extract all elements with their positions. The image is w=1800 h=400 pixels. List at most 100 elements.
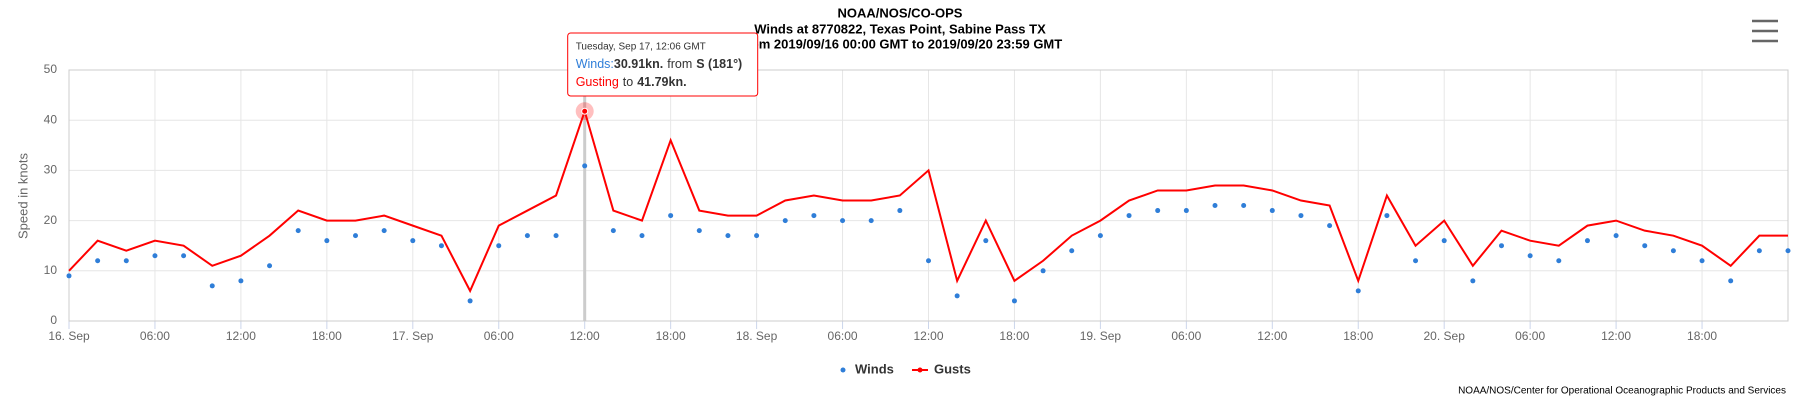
x-tick-label: 12:00 (226, 329, 256, 343)
wind-point (267, 263, 273, 269)
wind-point (1355, 288, 1361, 294)
wind-point (1269, 208, 1275, 214)
wind-point (1728, 278, 1734, 284)
wind-point (152, 253, 158, 259)
legend-label: Winds (855, 361, 894, 376)
wind-point (840, 218, 846, 224)
wind-point (353, 233, 358, 239)
x-tick-label: 18:00 (1343, 329, 1373, 343)
wind-point (725, 233, 731, 239)
x-tick-label: 12:00 (570, 329, 600, 343)
wind-point (553, 233, 559, 239)
y-axis-label: Speed in knots (15, 153, 30, 240)
wind-point (381, 228, 387, 234)
wind-point (438, 243, 444, 249)
x-tick-label: 12:00 (1257, 329, 1287, 343)
tooltip-part: Gusting (576, 75, 619, 89)
x-tick-label: 18. Sep (736, 329, 778, 343)
wind-point (467, 298, 473, 304)
x-tick-label: 12:00 (1601, 329, 1631, 343)
wind-point (95, 258, 101, 264)
wind-point (1413, 258, 1419, 264)
wind-point (1470, 278, 1476, 284)
x-tick-label: 06:00 (1171, 329, 1201, 343)
wind-point (496, 243, 502, 249)
tooltip-gust: Gusting to 41.79kn. (576, 75, 687, 89)
hover-point (581, 107, 589, 115)
wind-point (181, 253, 187, 259)
menu-button[interactable] (1748, 18, 1782, 46)
chart-subtitle: Winds at 8770822, Texas Point, Sabine Pa… (754, 21, 1046, 36)
x-tick-label: 19. Sep (1080, 329, 1122, 343)
wind-point (1241, 203, 1247, 209)
legend-symbol (917, 367, 923, 373)
tooltip-winds: Winds:30.91kn. from S (181°) (576, 57, 743, 71)
wind-point (782, 218, 788, 224)
wind-point (668, 213, 674, 219)
wind-point (983, 238, 989, 244)
wind-point (1756, 248, 1762, 254)
wind-point (1126, 213, 1132, 219)
wind-point (1441, 238, 1447, 244)
gust-line (68, 107, 1788, 294)
credit: NOAA/NOS/Center for Operational Oceanogr… (1458, 386, 1786, 397)
wind-point (1670, 248, 1676, 254)
wind-point (954, 293, 960, 299)
legend-symbol (840, 367, 846, 373)
wind-point (1183, 208, 1189, 214)
x-tick-label: 06:00 (1515, 329, 1545, 343)
wind-point (66, 273, 72, 279)
wind-point (1384, 213, 1390, 219)
wind-point (754, 233, 760, 239)
wind-point (1155, 208, 1161, 214)
chart-subtitle: From 2019/09/16 00:00 GMT to 2019/09/20 … (738, 36, 1063, 51)
wind-point (295, 228, 301, 234)
wind-point (639, 233, 645, 239)
wind-point (1040, 268, 1046, 274)
wind-point (1613, 233, 1619, 239)
wind-point (1327, 223, 1333, 229)
chart-title: NOAA/NOS/CO-OPS (838, 5, 963, 20)
wind-point (1642, 243, 1648, 249)
x-tick-label: 17. Sep (392, 329, 434, 343)
x-tick-label: 06:00 (140, 329, 170, 343)
y-tick-label: 30 (44, 163, 58, 177)
wind-point (1011, 298, 1017, 304)
x-tick-label: 06:00 (484, 329, 514, 343)
x-tick-label: 20. Sep (1424, 329, 1466, 343)
tooltip-box (567, 32, 759, 97)
x-tick-label: 16. Sep (48, 329, 90, 343)
x-tick-label: 12:00 (913, 329, 943, 343)
wind-point (696, 228, 702, 234)
wind-point (897, 208, 903, 214)
wind-point (524, 233, 530, 239)
wind-point (868, 218, 874, 224)
wind-point (610, 228, 616, 234)
x-tick-label: 18:00 (656, 329, 686, 343)
wind-point (123, 258, 129, 264)
wind-point (1527, 253, 1533, 259)
tooltip-part: Winds: (576, 57, 614, 71)
y-tick-label: 40 (44, 112, 58, 126)
wind-point (1212, 203, 1218, 209)
legend-label: Gusts (934, 361, 971, 376)
y-tick-label: 50 (44, 62, 58, 76)
x-tick-label: 18:00 (1687, 329, 1717, 343)
wind-point (1499, 243, 1504, 249)
wind-point (1556, 258, 1562, 264)
tooltip-part: 41.79kn. (637, 75, 686, 89)
tooltip-part: S (181°) (696, 57, 742, 71)
wind-point (1699, 258, 1705, 264)
tooltip-part: 30.91kn. (614, 57, 663, 71)
plot-border (68, 69, 1789, 322)
wind-point (410, 238, 416, 244)
wind-point (1785, 248, 1791, 254)
wind-point (926, 258, 931, 264)
y-tick-label: 0 (50, 313, 57, 327)
wind-point (811, 213, 817, 219)
wind-point (1298, 213, 1304, 219)
wind-point (582, 163, 588, 169)
tooltip: Tuesday, Sep 17, 12:06 GMT Winds:30.91kn.… (567, 32, 759, 97)
tooltip-part: to (623, 75, 633, 89)
